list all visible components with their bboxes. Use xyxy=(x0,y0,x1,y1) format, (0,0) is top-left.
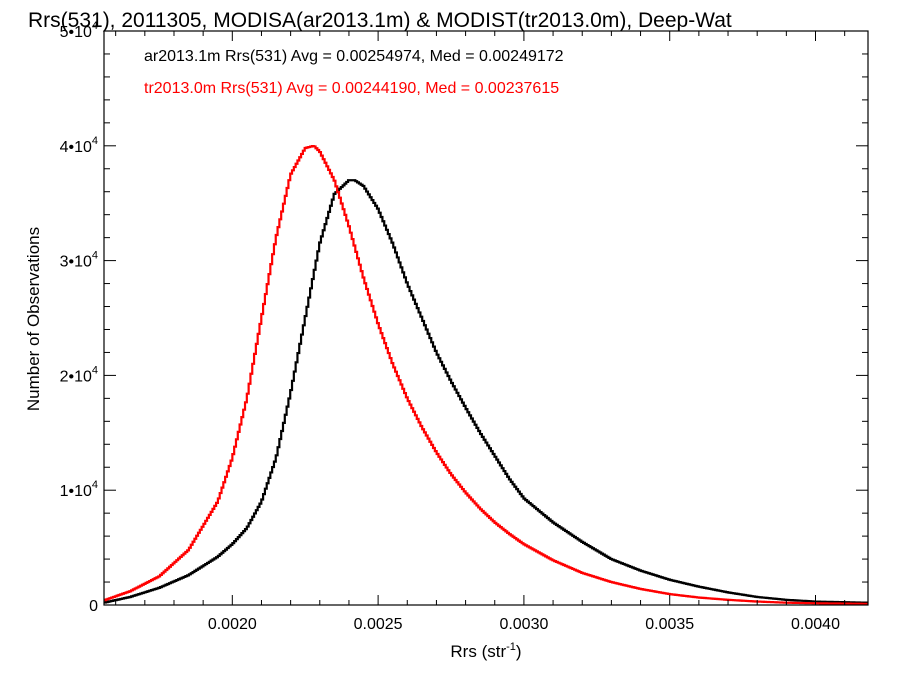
y-tick-label: 2•104 xyxy=(60,364,98,385)
y-tick-label: 0 xyxy=(89,598,98,615)
y-tick-label: 5•104 xyxy=(60,20,98,41)
x-axis-label-text: Rrs (str xyxy=(450,642,506,661)
legend-entry-ar2013: ar2013.1m Rrs(531) Avg = 0.00254974, Med… xyxy=(144,48,564,65)
x-tick-label: 0.0025 xyxy=(354,616,403,633)
plot-series xyxy=(104,145,869,605)
y-tick-label: 1•104 xyxy=(60,479,98,500)
x-tick-label: 0.0020 xyxy=(208,616,257,633)
x-tick-label: 0.0040 xyxy=(791,616,840,633)
chart-title: Rrs(531), 2011305, MODISA(ar2013.1m) & M… xyxy=(28,9,732,32)
x-axis: 0.0020 0.0025 0.0030 0.0035 0.0040 xyxy=(115,31,846,633)
y-tick-label: 3•104 xyxy=(60,250,98,271)
legend-entry-tr2013: tr2013.0m Rrs(531) Avg = 0.00244190, Med… xyxy=(144,80,559,97)
x-axis-label: Rrs (str-1) xyxy=(450,641,521,661)
x-axis-label-close: ) xyxy=(516,642,522,661)
y-tick-label: 4•104 xyxy=(60,135,98,156)
x-tick-label: 0.0030 xyxy=(499,616,548,633)
x-axis-label-superscript: -1 xyxy=(506,641,516,653)
plot-frame xyxy=(103,30,869,606)
x-tick-label: 0.0035 xyxy=(645,616,694,633)
series-line-ar2013.1m xyxy=(104,179,869,604)
series-line-tr2013.0m xyxy=(104,145,869,605)
legend: ar2013.1m Rrs(531) Avg = 0.00254974, Med… xyxy=(144,48,564,97)
y-axis-label: Number of Observations xyxy=(24,227,43,411)
y-axis: 0 1•104 2•104 3•104 4•104 5•104 xyxy=(60,20,868,615)
